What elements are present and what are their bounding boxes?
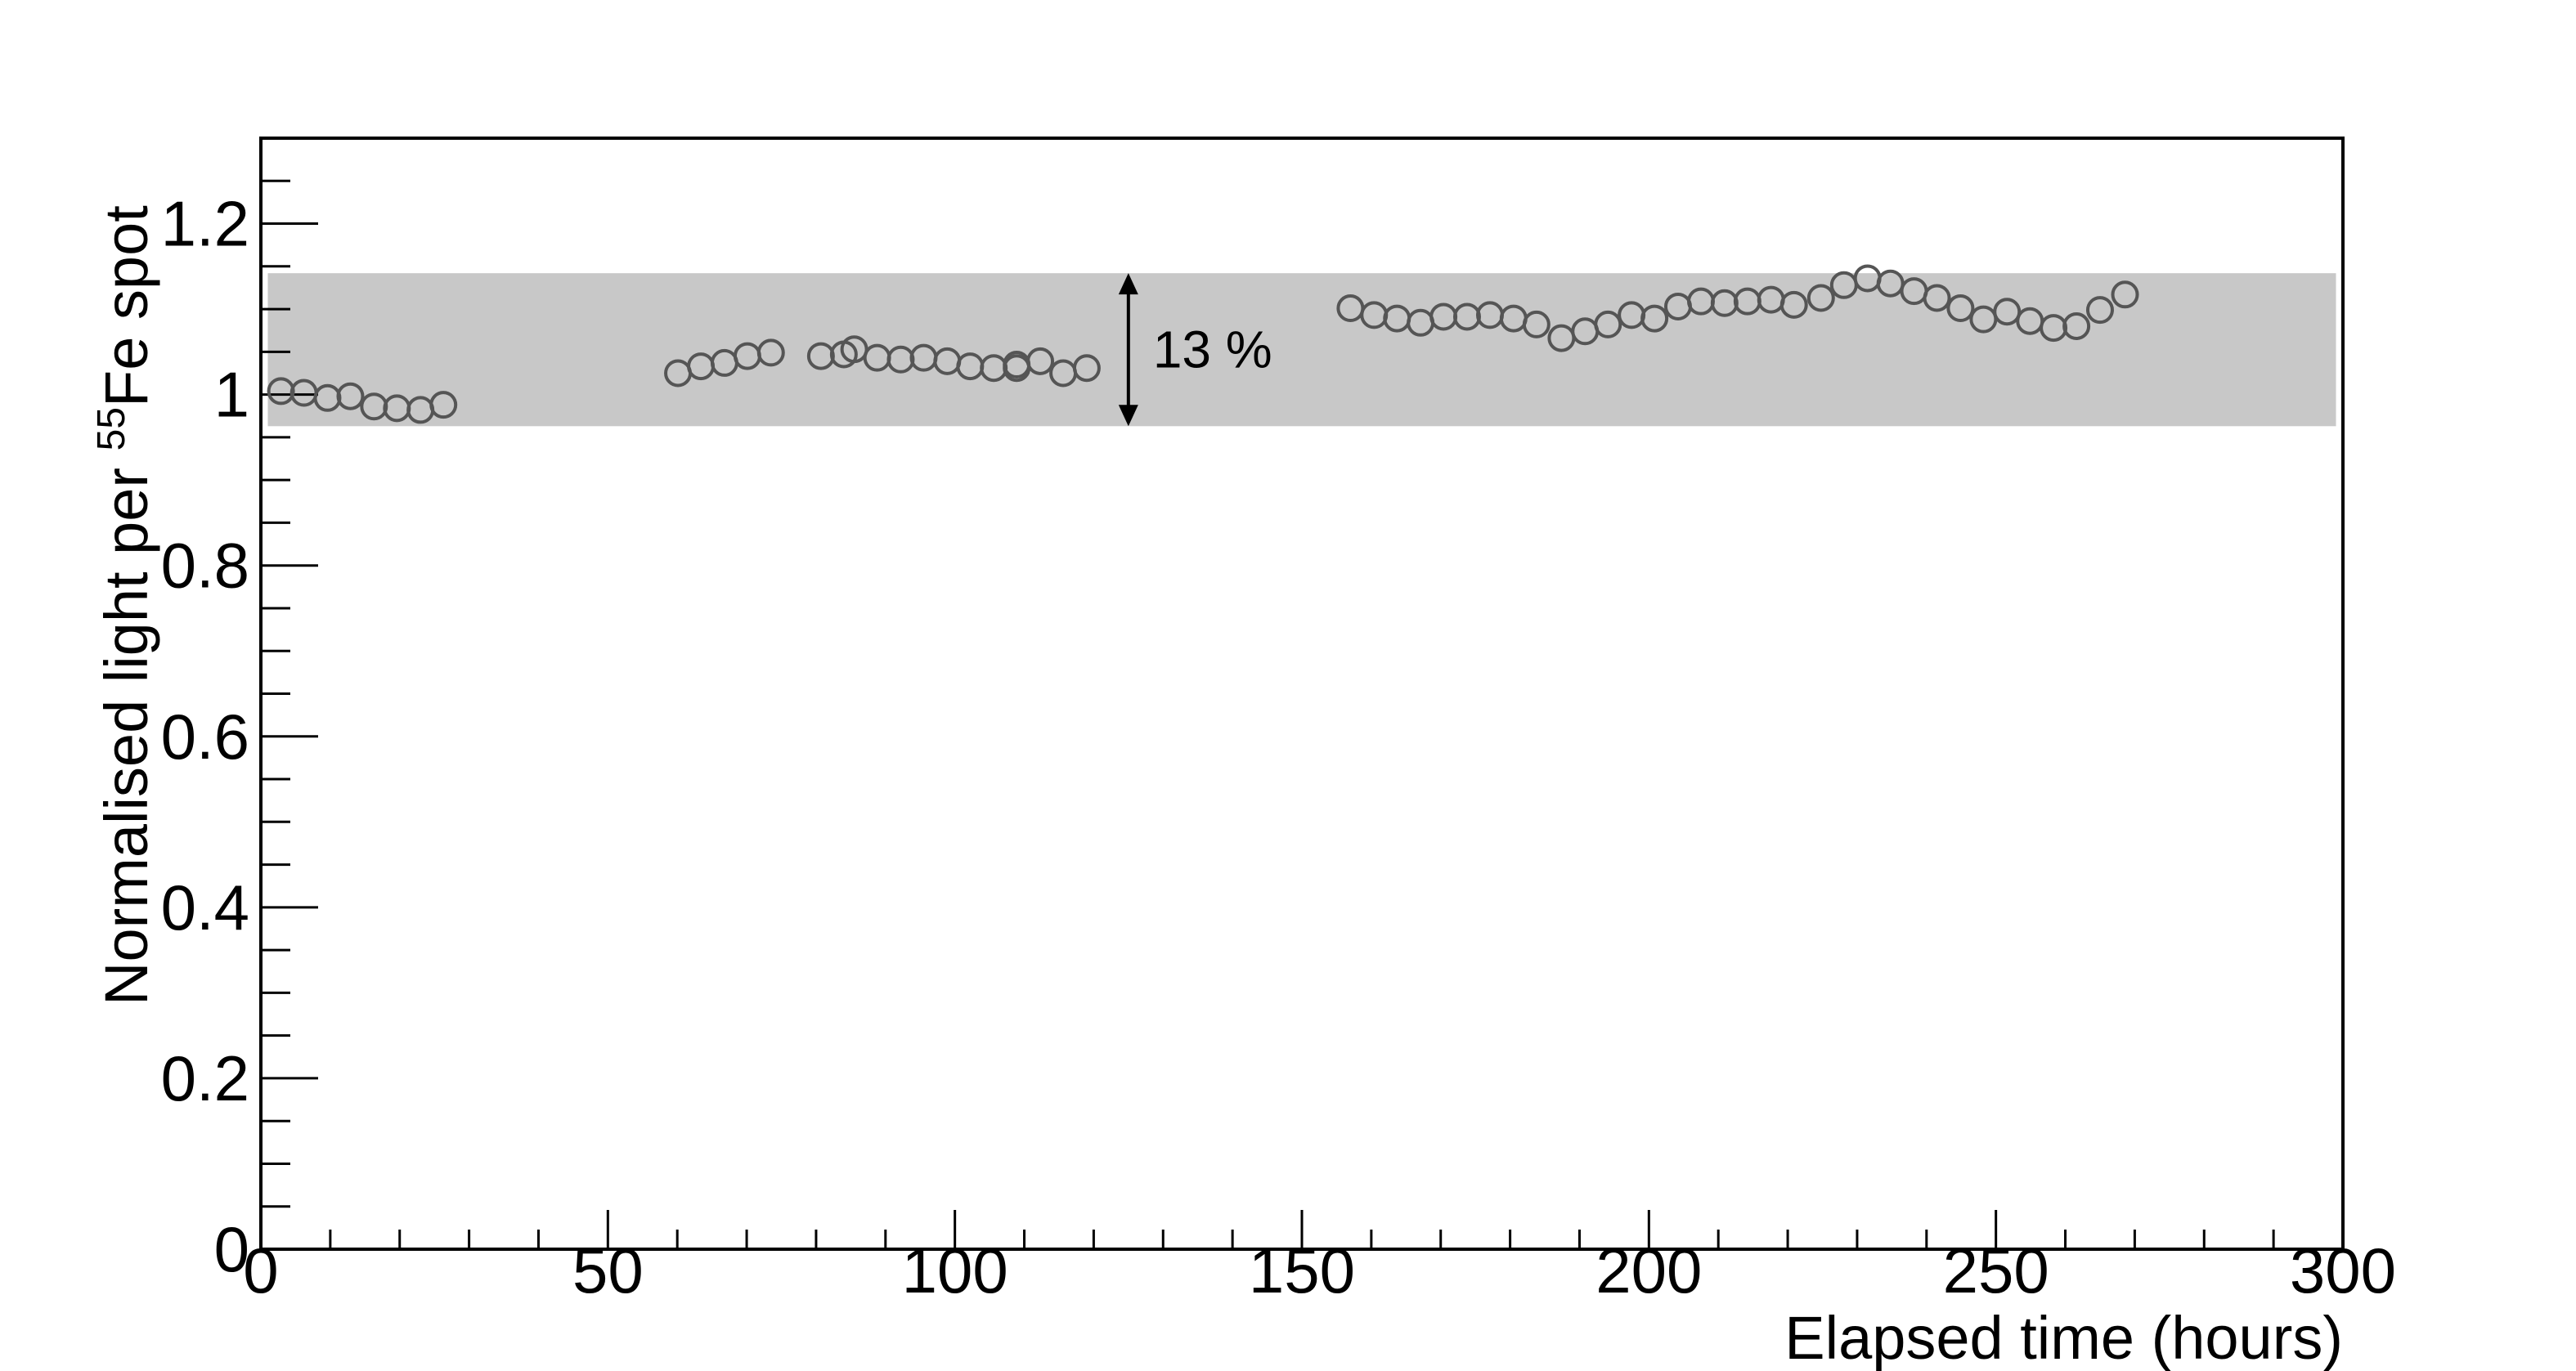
- y-tick-label: 0.4: [161, 871, 249, 943]
- data-point: [1026, 347, 1055, 375]
- y-label-part: Normalised light per: [92, 450, 160, 1006]
- annotation-label: 13 %: [1153, 320, 1272, 379]
- data-point: [336, 382, 365, 410]
- data-point: [1923, 284, 1951, 312]
- stability-band: [267, 273, 2336, 427]
- data-point: [1072, 354, 1101, 383]
- data-point: [2085, 296, 2114, 325]
- data-point: [1779, 290, 1808, 319]
- x-tick-label: 0: [243, 1234, 278, 1306]
- data-point: [1946, 294, 1975, 323]
- arrow-head: [1118, 405, 1138, 427]
- x-tick-label: 300: [2290, 1234, 2396, 1306]
- y-tick-label: 1.2: [161, 188, 249, 260]
- y-label-part: Fe spot: [92, 205, 160, 407]
- y-tick-label: 1: [214, 359, 249, 431]
- data-point: [2111, 280, 2139, 309]
- y-tick-label: 0: [214, 1213, 249, 1285]
- y-axis-label: Normalised light per 55Fe spot: [90, 205, 160, 1006]
- y-tick-label: 0.6: [161, 701, 249, 773]
- y-tick-label: 0.8: [161, 530, 249, 602]
- y-label-superscript: 55: [90, 407, 133, 450]
- data-point: [2062, 311, 2091, 340]
- x-tick-label: 250: [1943, 1234, 2049, 1306]
- data-point: [429, 391, 458, 419]
- data-point: [1993, 298, 2022, 326]
- y-tick-label: 0.2: [161, 1042, 249, 1114]
- data-point: [756, 338, 785, 367]
- data-point: [1640, 304, 1669, 333]
- x-tick-label: 150: [1249, 1234, 1355, 1306]
- arrow-head: [1118, 273, 1138, 295]
- x-tick-label: 200: [1595, 1234, 1702, 1306]
- x-tick-label: 50: [572, 1234, 644, 1306]
- data-point: [1522, 310, 1551, 338]
- data-point: [1806, 284, 1835, 312]
- x-tick-label: 100: [902, 1234, 1008, 1306]
- data-point: [1594, 310, 1622, 338]
- x-axis-label: Elapsed time (hours): [1784, 1304, 2343, 1371]
